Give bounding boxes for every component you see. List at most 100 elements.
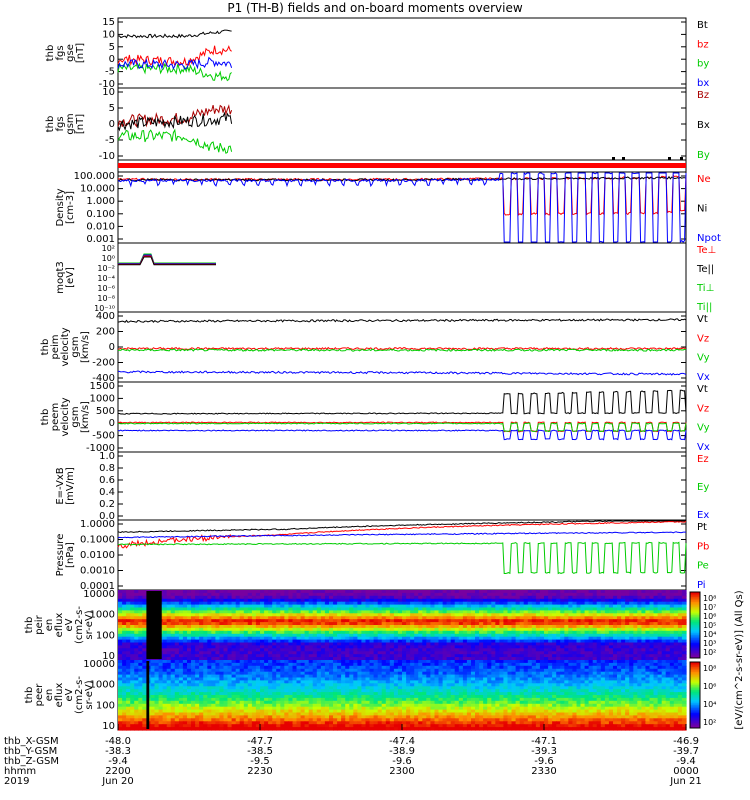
spectrogram-cell: [519, 636, 525, 641]
spectrogram-cell: [227, 613, 233, 617]
spectrogram-cell: [475, 625, 480, 629]
spectrogram-cell: [255, 683, 261, 687]
spectrogram-cell: [288, 607, 294, 611]
spectrogram-cell: [414, 592, 419, 597]
spectrogram-cell: [544, 630, 549, 635]
spectrogram-cell: [227, 607, 233, 611]
spectrogram-cell: [446, 662, 452, 667]
legend-entry: bx: [697, 78, 709, 89]
spectrogram-cell: [207, 680, 212, 684]
spectrogram-cell: [288, 642, 294, 646]
spectrogram-cell: [564, 636, 569, 641]
spectrogram-cell: [600, 674, 606, 679]
spectrogram-cell: [292, 677, 298, 681]
spectrogram-cell: [604, 654, 610, 658]
spectrogram-cell: [511, 674, 517, 679]
spectrogram-cell: [255, 625, 261, 629]
spectrogram-cell: [511, 630, 517, 635]
spectrogram-cell: [564, 633, 569, 638]
spectrogram-cell: [389, 642, 395, 646]
spectrogram-cell: [272, 645, 277, 649]
spectrogram-cell: [418, 654, 423, 658]
spectrogram-cell: [572, 657, 578, 661]
spectrogram-cell: [592, 622, 598, 626]
y-axis-label: thb: [45, 45, 56, 62]
spectrogram-cell: [324, 639, 330, 644]
spectrogram-cell: [377, 598, 383, 603]
spectrogram-cell: [260, 592, 265, 597]
spectrogram-cell: [377, 677, 383, 681]
spectrogram-cell: [353, 639, 358, 644]
spectrogram-cell: [284, 648, 289, 652]
spectrogram-cell: [608, 642, 614, 646]
spectrogram-cell: [499, 627, 505, 632]
spectrogram-cell: [296, 674, 302, 679]
spectrogram-cell: [239, 595, 245, 600]
spectrogram-cell: [503, 665, 509, 670]
spectrogram-cell: [410, 633, 415, 638]
spectrogram-cell: [479, 592, 484, 597]
spectrogram-cell: [138, 627, 143, 632]
spectrogram-cell: [357, 607, 363, 611]
spectrogram-cell: [337, 598, 342, 603]
spectrogram-cell: [203, 604, 208, 609]
spectrogram-cell: [182, 683, 188, 687]
spectrogram-cell: [377, 613, 383, 617]
spectrogram-cell: [369, 619, 375, 623]
spectrogram-cell: [227, 627, 233, 632]
spectrogram-cell: [345, 671, 350, 676]
spectrogram-cell: [422, 592, 427, 597]
spectrogram-cell: [669, 627, 675, 632]
spectrogram-cell: [491, 680, 496, 684]
spectrogram-cell: [625, 671, 630, 676]
spectrogram-cell: [418, 668, 423, 673]
spectrogram-cell: [475, 686, 480, 690]
spectrogram-cell: [126, 592, 131, 597]
spectrogram-cell: [199, 633, 204, 638]
spectrogram-cell: [195, 598, 200, 603]
spectrogram-cell: [487, 590, 492, 594]
spectrogram-cell: [422, 686, 427, 690]
spectrogram-cell: [535, 674, 541, 679]
spectrogram-cell: [430, 683, 436, 687]
spectrogram-cell: [134, 645, 139, 649]
spectrogram-cell: [515, 622, 521, 626]
spectrogram-cell: [487, 627, 492, 632]
spectrogram-cell: [621, 604, 626, 609]
spectrogram-cell: [653, 619, 659, 623]
spectrogram-cell: [276, 613, 281, 617]
spectrogram-cell: [515, 680, 521, 684]
spectrogram-cell: [308, 630, 314, 635]
spectrogram-cell: [568, 598, 573, 603]
spectrogram-cell: [548, 645, 553, 649]
spectrogram-cell: [661, 668, 667, 673]
spectrogram-cell: [442, 613, 448, 617]
spectrogram-cell: [495, 604, 500, 609]
spectrogram-cell: [231, 607, 237, 611]
spectrogram-cell: [665, 683, 671, 687]
spectrogram-cell: [552, 662, 557, 667]
spectrogram-cell: [381, 680, 387, 684]
spectrogram-cell: [572, 639, 578, 644]
spectrogram-cell: [223, 651, 229, 655]
spectrogram-cell: [199, 654, 204, 658]
spectrogram-cell: [195, 657, 200, 661]
spectrogram-cell: [268, 636, 273, 641]
spectrogram-cell: [503, 648, 509, 652]
spectrogram-cell: [523, 657, 529, 661]
spectrogram-cell: [454, 665, 460, 670]
spectrogram-cell: [475, 668, 480, 673]
spectrogram-cell: [418, 660, 423, 664]
spectrogram-cell: [255, 616, 261, 620]
spectrogram-cell: [247, 677, 253, 681]
y-tick-label: 10: [102, 651, 115, 662]
spectrogram-cell: [592, 616, 598, 620]
spectrogram-cell: [377, 648, 383, 652]
spectrogram-cell: [393, 645, 399, 649]
spectrogram-cell: [191, 671, 196, 676]
spectrogram-cell: [673, 657, 679, 661]
spectrogram-cell: [284, 627, 289, 632]
spectrogram-cell: [191, 645, 196, 649]
spectrogram-cell: [288, 622, 294, 626]
spectrogram-cell: [329, 616, 334, 620]
